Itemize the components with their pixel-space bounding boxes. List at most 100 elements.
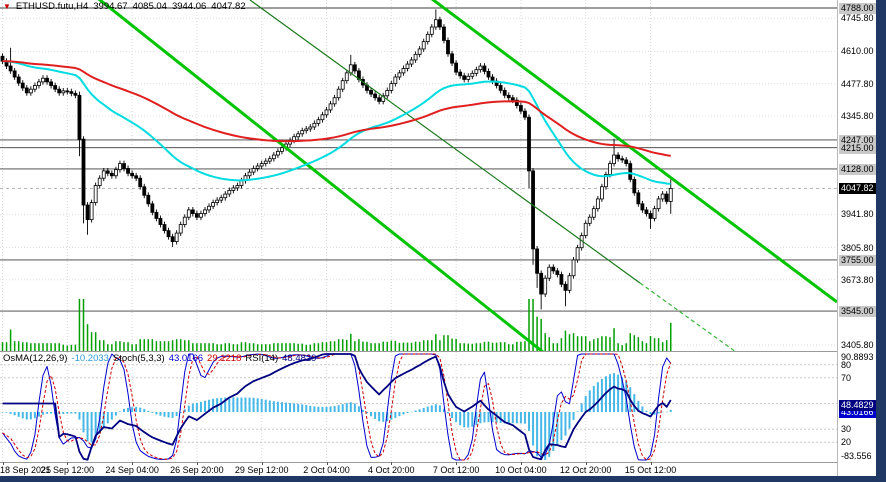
candle [486,68,491,80]
osma-value: -10.2033 [71,353,109,364]
candle [271,152,276,162]
candle [105,167,110,177]
price-axis[interactable]: 4745.80 4610.00 4477.80 4345.80 3941.80 3805.… [837,0,877,476]
candle [190,206,195,217]
candle [134,172,139,182]
time-axis-label: 12 Oct 20:00 [559,465,612,475]
candle [174,230,179,245]
candle [470,70,475,80]
candle [207,203,211,213]
candle [85,202,90,235]
candle [77,91,82,157]
price-chart-pane[interactable]: ▼ ETHUSD.futu,H4 3994.67 4085.04 3944.06 4047… [0,0,837,351]
candle [478,63,483,73]
candle [89,199,94,223]
candle [227,187,232,197]
candle [114,166,118,179]
candle [660,191,665,202]
time-axis-label: 2 Oct 04:00 [303,465,350,475]
candle [65,87,70,95]
candle [652,205,657,222]
candle [502,87,507,99]
rsi-value: 48.4829 [282,353,317,364]
candle [527,114,531,188]
indicator-axis-label: 30 [841,424,852,435]
trendline[interactable] [639,282,736,351]
trendline[interactable] [428,0,837,304]
candle [4,58,9,69]
candle [612,138,616,167]
candle [20,80,25,91]
candle [182,214,187,228]
candle [215,197,220,206]
time-axis-label: 24 Sep 04:00 [105,465,159,475]
trendline[interactable] [249,0,641,284]
candle [138,175,143,190]
stoch-k-value: 43.0166 [168,353,204,364]
candle [162,221,167,234]
candle [519,102,523,115]
osma-label: OsMA(12,26,9) [3,353,68,364]
candle [186,206,191,221]
trendline[interactable] [95,0,548,351]
candle [531,167,535,265]
candle [604,171,608,190]
candle [312,120,317,130]
candle [101,167,106,182]
indicator-axis-label: 70 [841,372,852,383]
price-direction-icon: ▼ [3,2,11,11]
candle [275,148,280,158]
candle [41,75,45,85]
time-axis-label: 4 Oct 20:00 [368,465,415,475]
pane-separator[interactable] [0,351,876,352]
time-axis-tick [196,462,198,465]
rsi-line[interactable] [2,353,672,461]
candle [644,206,649,217]
price-axis-label: 4345.80 [841,110,874,121]
candle [563,281,568,307]
candles-layer [0,9,673,310]
time-axis-tick [2,462,4,465]
candle [336,86,341,101]
time-axis[interactable]: 18 Sep 2025 21 Sep 12:00 24 Sep 04:00 26 Se… [0,462,876,476]
price-level-lines[interactable] [0,7,837,312]
candle [158,215,163,228]
window-chrome-bottom [0,476,886,482]
candle [446,37,450,57]
candle [211,199,216,210]
ma-slow-line[interactable] [2,60,671,157]
candle [551,264,556,274]
candle [49,78,53,89]
price-chart-canvas[interactable] [0,0,837,351]
indicator-pane-canvas[interactable] [0,352,837,462]
candle [259,160,264,169]
candle [69,88,74,97]
candle [393,74,398,87]
candle [33,82,37,93]
candle [57,86,62,96]
candle [320,111,325,123]
candle [668,179,673,214]
time-axis-tick [132,462,134,465]
indicator-pane[interactable]: OsMA(12,26,9) -10.2033 Stoch(5,3,3) 43.0166… [0,352,837,462]
candle [369,87,373,98]
candle [595,196,600,212]
indicator-axis-label: 20 [841,437,852,448]
candle [231,185,236,194]
stoch-k-line[interactable] [2,353,672,461]
stoch-d-line[interactable] [2,353,672,461]
candle [146,192,151,207]
vertical-grid [2,352,651,462]
time-axis-label: 21 Sep 12:00 [40,465,95,475]
horizontal-grid [0,17,837,346]
candle [575,244,580,263]
time-axis-tick [585,462,587,465]
price-axis-label: 4745.80 [841,13,874,24]
candle [296,130,301,140]
candle [632,176,637,196]
candle [61,87,66,96]
candle [263,158,268,167]
candle [118,160,122,173]
price-level-label: 4247.00 [839,134,876,146]
ma-fast-line[interactable] [2,60,671,185]
